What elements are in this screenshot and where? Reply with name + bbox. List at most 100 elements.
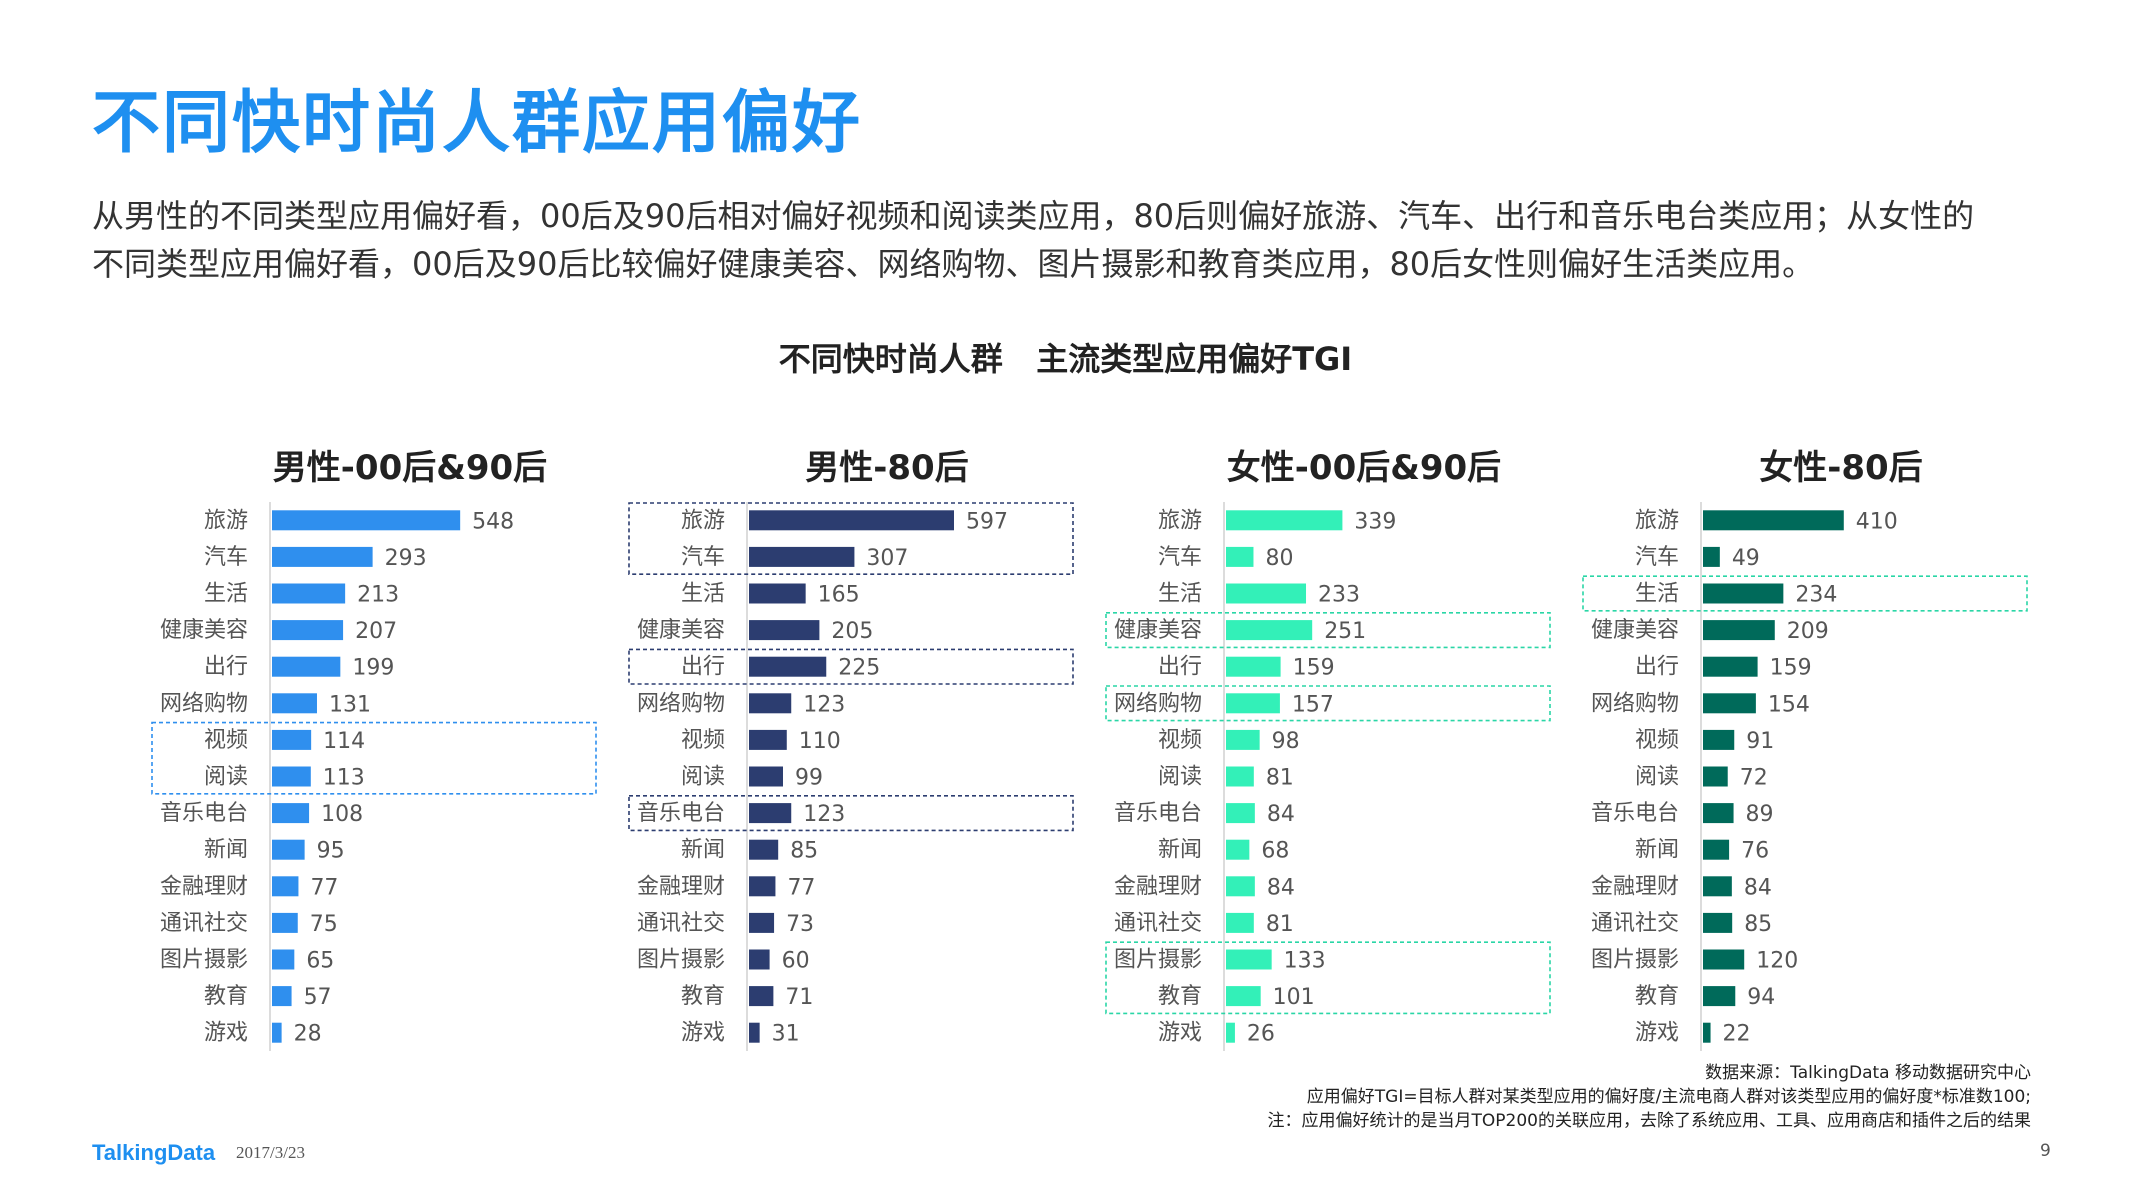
category-label: 出行 (1158, 655, 1202, 680)
value-label: 110 (799, 729, 841, 754)
category-label: 新闻 (1635, 838, 1679, 863)
bar (749, 729, 787, 750)
bar (272, 803, 310, 824)
highlight-box (1582, 575, 2028, 612)
category-label: 音乐电台 (1114, 801, 1202, 826)
bar (1703, 729, 1735, 750)
page-title: 不同快时尚人群应用偏好 (92, 84, 863, 163)
category-label: 生活 (681, 582, 725, 607)
value-label: 159 (1770, 656, 1812, 681)
value-label: 597 (966, 509, 1008, 534)
bar (1226, 766, 1254, 787)
value-label: 157 (1292, 692, 1334, 717)
value-label: 234 (1795, 583, 1837, 608)
value-label: 85 (1744, 912, 1772, 937)
value-label: 81 (1266, 766, 1294, 791)
value-label: 94 (1747, 985, 1775, 1010)
category-label: 视频 (1635, 728, 1679, 753)
category-label: 音乐电台 (160, 801, 248, 826)
category-label: 通讯社交 (1114, 911, 1202, 936)
value-label: 339 (1354, 509, 1396, 534)
value-label: 22 (1723, 1022, 1751, 1047)
value-label: 57 (304, 985, 332, 1010)
category-label: 教育 (1635, 984, 1679, 1009)
category-label: 健康美容 (1591, 618, 1679, 643)
footer-note: 注：应用偏好统计的是当月TOP200的关联应用，去除了系统应用、工具、应用商店和… (1267, 1111, 2031, 1131)
value-label: 123 (803, 692, 845, 717)
bar (1226, 1022, 1235, 1043)
value-label: 113 (323, 766, 365, 791)
panel-title: 男性-80后 (805, 448, 969, 488)
category-label: 新闻 (681, 838, 725, 863)
value-label: 65 (306, 949, 334, 974)
value-label: 108 (321, 802, 363, 827)
intro-text: 从男性的不同类型应用偏好看，00后及90后相对偏好视频和阅读类应用，80后则偏好… (92, 192, 2072, 288)
bar (1703, 656, 1758, 677)
category-label: 健康美容 (637, 618, 725, 643)
category-label: 通讯社交 (1591, 911, 1679, 936)
category-label: 阅读 (681, 765, 725, 790)
category-label: 金融理财 (637, 874, 725, 899)
category-label: 新闻 (204, 838, 248, 863)
value-label: 99 (795, 766, 823, 791)
value-label: 123 (803, 802, 845, 827)
value-label: 213 (357, 583, 399, 608)
value-label: 80 (1265, 546, 1293, 571)
bar (1226, 693, 1280, 714)
bar (1703, 546, 1720, 567)
bar (1703, 766, 1728, 787)
bar (272, 876, 299, 897)
value-label: 84 (1267, 802, 1295, 827)
category-label: 出行 (204, 655, 248, 680)
bar (272, 583, 346, 604)
bar (749, 510, 954, 531)
bar (272, 620, 344, 641)
category-label: 健康美容 (160, 618, 248, 643)
value-label: 76 (1741, 839, 1769, 864)
page-number: 9 (2040, 1141, 2051, 1161)
value-label: 77 (787, 875, 815, 900)
value-label: 159 (1293, 656, 1335, 681)
bar (1226, 656, 1281, 677)
category-label: 图片摄影 (1591, 948, 1679, 973)
value-label: 75 (310, 912, 338, 937)
value-label: 77 (310, 875, 338, 900)
bar (1226, 876, 1255, 897)
category-label: 阅读 (1635, 765, 1679, 790)
value-label: 60 (782, 949, 810, 974)
highlight-box (1105, 685, 1551, 722)
category-label: 图片摄影 (160, 948, 248, 973)
bar (1226, 729, 1260, 750)
category-label: 阅读 (1158, 765, 1202, 790)
bar (1703, 986, 1736, 1007)
value-label: 89 (1746, 802, 1774, 827)
value-label: 209 (1787, 619, 1829, 644)
category-label: 生活 (1635, 582, 1679, 607)
category-label: 网络购物 (637, 691, 725, 716)
value-label: 410 (1856, 509, 1898, 534)
value-label: 233 (1318, 583, 1360, 608)
panel-male-80: 男性-80后 旅游 597 汽车 307 生活 165 健康美容 205 出行 225 网络购物 12… (627, 440, 1147, 1060)
bar (272, 510, 461, 531)
category-label: 视频 (681, 728, 725, 753)
bar (272, 839, 305, 860)
value-label: 199 (352, 656, 394, 681)
bar (749, 620, 820, 641)
bar (749, 693, 792, 714)
value-label: 114 (323, 729, 365, 754)
category-label: 金融理财 (1114, 874, 1202, 899)
bar (749, 546, 855, 567)
value-label: 251 (1324, 619, 1366, 644)
category-label: 视频 (204, 728, 248, 753)
category-label: 汽车 (204, 545, 248, 570)
footer-source: 数据来源：TalkingData 移动数据研究中心 (1705, 1063, 2031, 1083)
bar (749, 949, 770, 970)
panel-female-80: 女性-80后 旅游 410 汽车 49 生活 234 健康美容 209 出行 159 网络购物 154… (1581, 440, 2101, 1060)
panel-title: 男性-00后&90后 (272, 448, 548, 488)
brand-logo: TalkingData (92, 1140, 216, 1165)
category-label: 出行 (1635, 655, 1679, 680)
value-label: 68 (1261, 839, 1289, 864)
category-label: 网络购物 (160, 691, 248, 716)
highlight-box (1105, 612, 1551, 649)
bar (749, 766, 783, 787)
